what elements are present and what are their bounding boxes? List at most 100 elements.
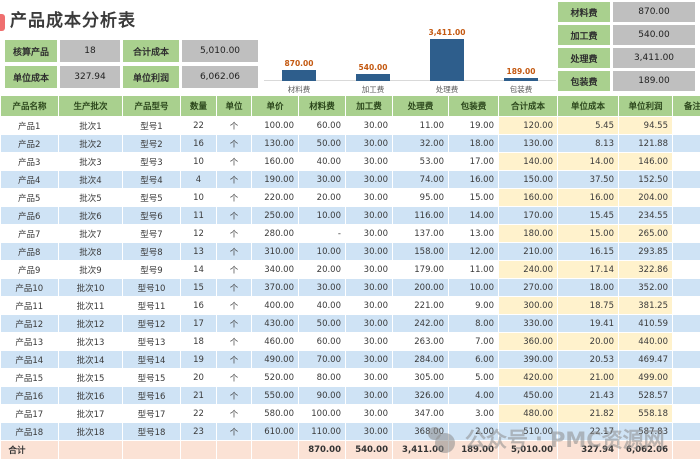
cell[interactable]: 4 <box>180 170 217 189</box>
cell[interactable]: 型号14 <box>122 350 181 369</box>
total-cell[interactable] <box>216 440 252 460</box>
cell[interactable]: 型号10 <box>122 278 181 297</box>
kpi-label[interactable]: 单位成本 <box>5 66 57 88</box>
cell[interactable]: 390.00 <box>498 350 558 369</box>
cell[interactable]: 产品7 <box>0 224 59 243</box>
cell[interactable]: 产品15 <box>0 368 59 387</box>
cell[interactable]: 产品14 <box>0 350 59 369</box>
cell[interactable]: 30.00 <box>345 404 393 423</box>
cell[interactable]: 批次8 <box>58 242 123 261</box>
kpi-value[interactable]: 18 <box>60 40 120 62</box>
cell[interactable]: 150.00 <box>498 170 558 189</box>
cell[interactable]: 18 <box>180 332 217 351</box>
cell[interactable]: 499.00 <box>618 368 673 387</box>
cell[interactable]: 2.00 <box>448 422 499 441</box>
cell[interactable]: 19 <box>180 350 217 369</box>
cell[interactable]: 15.45 <box>557 206 619 225</box>
total-cell[interactable] <box>58 440 123 460</box>
cell[interactable]: 批次3 <box>58 152 123 171</box>
cell[interactable]: 322.86 <box>618 260 673 279</box>
cell[interactable]: 产品11 <box>0 296 59 315</box>
cell[interactable]: 批次4 <box>58 170 123 189</box>
cell[interactable]: 284.00 <box>392 350 449 369</box>
cell[interactable]: 个 <box>216 170 252 189</box>
cell[interactable]: 558.18 <box>618 404 673 423</box>
cell[interactable]: 130.00 <box>251 134 299 153</box>
cell[interactable]: 个 <box>216 152 252 171</box>
cell[interactable]: 5.45 <box>557 116 619 135</box>
cell[interactable]: 30.00 <box>345 386 393 405</box>
cell[interactable] <box>672 368 700 387</box>
cell[interactable]: 9.00 <box>448 296 499 315</box>
cell[interactable]: 12.00 <box>448 242 499 261</box>
column-header[interactable]: 产品型号 <box>122 95 181 117</box>
cell[interactable]: 130.00 <box>498 134 558 153</box>
column-header[interactable]: 合计成本 <box>498 95 558 117</box>
cell[interactable]: 305.00 <box>392 368 449 387</box>
kpi-value[interactable]: 6,062.06 <box>182 66 258 88</box>
cell[interactable]: 121.88 <box>618 134 673 153</box>
cell[interactable]: 220.00 <box>251 188 299 207</box>
cell[interactable]: 16.15 <box>557 242 619 261</box>
cell[interactable]: 234.55 <box>618 206 673 225</box>
cell[interactable] <box>672 116 700 135</box>
column-header[interactable]: 单位成本 <box>557 95 619 117</box>
cell[interactable]: 30.00 <box>345 368 393 387</box>
kpi-value[interactable]: 5,010.00 <box>182 40 258 62</box>
cost-bar-chart[interactable]: 870.00 材料费 540.00 加工费 3,411.00 处理费 189.00 包装费 <box>262 2 558 94</box>
column-header[interactable]: 备注 <box>672 95 700 117</box>
cell[interactable]: 15.00 <box>557 224 619 243</box>
cell[interactable]: 11 <box>180 206 217 225</box>
cell[interactable]: 53.00 <box>392 152 449 171</box>
cell[interactable]: 个 <box>216 404 252 423</box>
cell[interactable]: 30.00 <box>345 296 393 315</box>
cell[interactable] <box>672 206 700 225</box>
cell[interactable]: 30.00 <box>345 134 393 153</box>
cell[interactable]: 22 <box>180 404 217 423</box>
cell[interactable]: 326.00 <box>392 386 449 405</box>
cell[interactable]: 型号1 <box>122 116 181 135</box>
cell[interactable]: 个 <box>216 224 252 243</box>
cell[interactable]: 221.00 <box>392 296 449 315</box>
cell[interactable]: 型号17 <box>122 404 181 423</box>
cell[interactable]: 510.00 <box>498 422 558 441</box>
cell[interactable]: 型号9 <box>122 260 181 279</box>
cell[interactable] <box>672 242 700 261</box>
cell[interactable]: 37.50 <box>557 170 619 189</box>
cell[interactable]: 21.82 <box>557 404 619 423</box>
cell[interactable]: 270.00 <box>498 278 558 297</box>
column-header[interactable]: 生产批次 <box>58 95 123 117</box>
cell[interactable]: 个 <box>216 260 252 279</box>
column-header[interactable]: 产品名称 <box>0 95 59 117</box>
cell[interactable]: 个 <box>216 332 252 351</box>
cell[interactable]: 17.00 <box>448 152 499 171</box>
cell[interactable]: 20.53 <box>557 350 619 369</box>
cell[interactable]: 19.41 <box>557 314 619 333</box>
cell[interactable] <box>672 278 700 297</box>
cell[interactable]: 型号16 <box>122 386 181 405</box>
cell[interactable]: 10.00 <box>298 206 346 225</box>
cell[interactable]: 个 <box>216 368 252 387</box>
cell[interactable]: 型号3 <box>122 152 181 171</box>
cell[interactable]: 60.00 <box>298 116 346 135</box>
cell[interactable]: 158.00 <box>392 242 449 261</box>
cell[interactable]: 批次2 <box>58 134 123 153</box>
cell[interactable]: 5.00 <box>448 368 499 387</box>
column-header[interactable]: 单价 <box>251 95 299 117</box>
cell[interactable]: 170.00 <box>498 206 558 225</box>
cell[interactable]: 30.00 <box>345 350 393 369</box>
cell[interactable]: 240.00 <box>498 260 558 279</box>
cell[interactable]: 8.13 <box>557 134 619 153</box>
cell[interactable]: 152.50 <box>618 170 673 189</box>
cell[interactable]: 100.00 <box>298 404 346 423</box>
cell[interactable]: 400.00 <box>251 296 299 315</box>
cost-summary-label[interactable]: 材料费 <box>558 2 610 22</box>
cell[interactable]: 个 <box>216 350 252 369</box>
total-cell[interactable]: 327.94 <box>557 440 619 460</box>
cell[interactable] <box>672 404 700 423</box>
cell[interactable]: 30.00 <box>345 332 393 351</box>
cell[interactable]: 160.00 <box>498 188 558 207</box>
cell[interactable]: 产品17 <box>0 404 59 423</box>
cell[interactable]: 580.00 <box>251 404 299 423</box>
cell[interactable]: 14.00 <box>557 152 619 171</box>
